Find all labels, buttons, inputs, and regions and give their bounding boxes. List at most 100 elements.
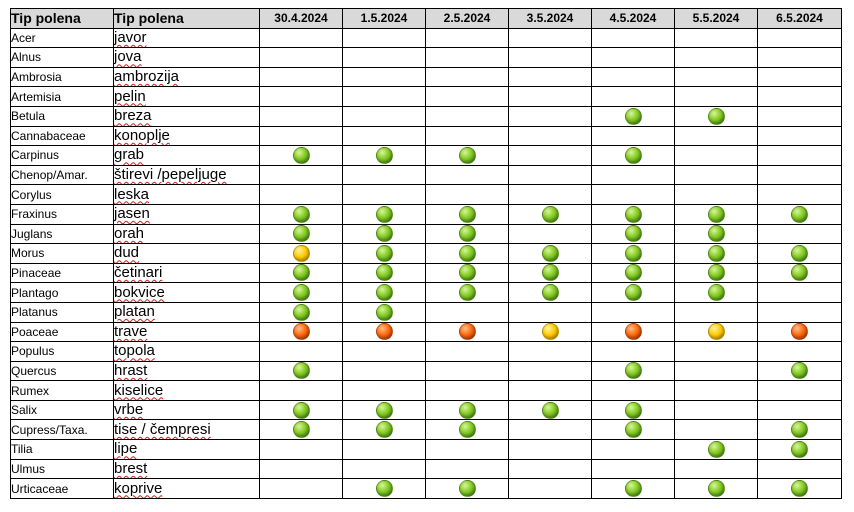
latin-name-cell: Salix — [10, 399, 114, 421]
green-dot-icon — [541, 244, 559, 262]
level-cell — [508, 86, 592, 107]
green-dot-icon — [707, 479, 725, 497]
green-dot-icon — [791, 205, 808, 223]
level-cell — [425, 184, 509, 205]
level-cell — [259, 360, 343, 382]
level-cell — [342, 125, 426, 147]
level-cell — [425, 27, 509, 49]
level-cell — [591, 282, 675, 303]
local-name-cell: breza — [113, 105, 260, 127]
green-dot-icon — [541, 205, 559, 223]
latin-name-cell: Ulmus — [10, 458, 114, 480]
table-row: Juglans orah — [10, 223, 842, 245]
header-date: 4.5.2024 — [591, 8, 675, 29]
level-cell — [425, 458, 509, 480]
header-date: 3.5.2024 — [508, 8, 592, 29]
header-date: 6.5.2024 — [757, 8, 842, 29]
green-dot-icon — [541, 283, 559, 301]
level-cell — [425, 341, 509, 362]
green-dot-icon — [541, 401, 559, 419]
level-cell — [425, 301, 509, 323]
latin-name-cell: Quercus — [10, 360, 114, 382]
level-cell — [674, 301, 758, 323]
header-date: 5.5.2024 — [674, 8, 758, 29]
level-cell — [757, 458, 842, 480]
green-dot-icon — [375, 421, 393, 439]
local-name-cell: leska — [113, 184, 260, 205]
table-row: Tilia lipe — [10, 439, 842, 460]
level-cell — [425, 125, 509, 147]
level-cell — [425, 47, 509, 68]
green-dot-icon — [624, 146, 642, 164]
level-cell — [259, 86, 343, 107]
level-cell — [342, 458, 426, 480]
level-cell — [342, 66, 426, 88]
latin-name-cell: Juglans — [10, 223, 114, 245]
level-cell — [674, 341, 758, 362]
level-cell — [591, 321, 675, 343]
level-cell — [425, 419, 509, 441]
level-cell — [342, 203, 426, 225]
level-cell — [508, 125, 592, 147]
yellow-dot-icon — [292, 244, 310, 262]
local-name-cell: tise / čempresi — [113, 419, 260, 441]
level-cell — [508, 282, 592, 303]
green-dot-icon — [292, 283, 310, 301]
green-dot-icon — [458, 244, 476, 262]
level-cell — [342, 47, 426, 68]
level-cell — [674, 419, 758, 441]
green-dot-icon — [458, 205, 476, 223]
level-cell — [508, 301, 592, 323]
level-cell — [674, 105, 758, 127]
level-cell — [591, 360, 675, 382]
level-cell — [508, 145, 592, 166]
orange-dot-icon — [375, 323, 393, 341]
header-row: Tip polena Tip polena 30.4.2024 1.5.2024… — [10, 8, 842, 29]
level-cell — [425, 399, 509, 421]
level-cell — [425, 223, 509, 245]
latin-name-cell: Urticaceae — [10, 478, 114, 499]
latin-name-cell: Ambrosia — [10, 66, 114, 88]
level-cell — [591, 164, 675, 186]
level-cell — [508, 262, 592, 284]
local-name-cell: orah — [113, 223, 260, 245]
level-cell — [425, 282, 509, 303]
level-cell — [342, 360, 426, 382]
green-dot-icon — [292, 362, 310, 380]
header-date: 30.4.2024 — [259, 8, 343, 29]
level-cell — [342, 164, 426, 186]
level-cell — [508, 47, 592, 68]
header-date: 1.5.2024 — [342, 8, 426, 29]
level-cell — [342, 478, 426, 499]
level-cell — [591, 341, 675, 362]
level-cell — [342, 380, 426, 401]
level-cell — [259, 399, 343, 421]
latin-name-cell: Tilia — [10, 439, 114, 460]
level-cell — [591, 223, 675, 245]
latin-name-cell: Populus — [10, 341, 114, 362]
pollen-table: Tip polena Tip polena 30.4.2024 1.5.2024… — [10, 8, 842, 499]
level-cell — [674, 66, 758, 88]
level-cell — [259, 27, 343, 49]
level-cell — [259, 223, 343, 245]
local-name-cell: štirevi /pepeljuge — [113, 164, 260, 186]
level-cell — [757, 380, 842, 401]
green-dot-icon — [624, 225, 642, 243]
table-row: Poaceae trave — [10, 321, 842, 343]
level-cell — [342, 243, 426, 264]
level-cell — [342, 399, 426, 421]
level-cell — [674, 380, 758, 401]
green-dot-icon — [624, 283, 642, 301]
green-dot-icon — [791, 479, 808, 497]
orange-dot-icon — [791, 323, 808, 341]
latin-name-cell: Plantago — [10, 282, 114, 303]
header-latin-name: Tip polena — [10, 8, 114, 29]
orange-dot-icon — [458, 323, 476, 341]
latin-name-cell: Alnus — [10, 47, 114, 68]
table-row: Plantago bokvice — [10, 282, 842, 303]
level-cell — [259, 125, 343, 147]
green-dot-icon — [375, 205, 393, 223]
header-local-name: Tip polena — [113, 8, 260, 29]
level-cell — [259, 458, 343, 480]
local-name-cell: trave — [113, 321, 260, 343]
